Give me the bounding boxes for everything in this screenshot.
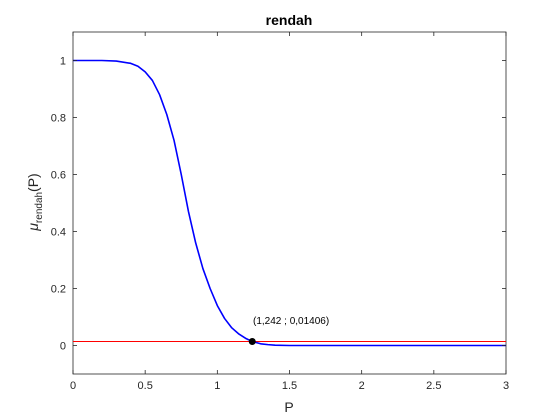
x-tick-label: 0	[70, 380, 76, 392]
x-tick-label: 1.5	[282, 380, 297, 392]
marker-annotation: (1,242 ; 0,01406)	[253, 316, 329, 327]
y-tick-label: 0.6	[51, 170, 66, 182]
series-line-0	[73, 59, 506, 347]
x-tick-label: 1	[214, 380, 220, 392]
y-tick-label: 0.4	[51, 227, 66, 239]
x-tick-label: 3	[503, 380, 509, 392]
x-tick-label: 2	[359, 380, 365, 392]
y-axis-label: μrendah(P)	[25, 173, 45, 231]
y-tick-label: 0.8	[51, 113, 66, 125]
axes-box	[72, 31, 507, 375]
y-ticks: 0 0.2 0.4 0.6 0.8 1	[51, 56, 506, 353]
x-axis-label: P	[284, 399, 293, 415]
x-tick-label: 0.5	[138, 380, 153, 392]
y-axis-label-symbol: μ	[25, 223, 41, 232]
x-ticks: 0 0.5 1 1.5 2 2.5 3	[70, 32, 509, 392]
chart-title: rendah	[266, 12, 313, 28]
y-tick-label: 0.2	[51, 284, 66, 296]
marker-point	[248, 337, 256, 345]
x-tick-label: 2.5	[426, 380, 441, 392]
y-tick-label: 0	[60, 341, 66, 353]
y-axis-label-subscript: rendah	[34, 192, 45, 223]
y-tick-label: 1	[60, 56, 66, 68]
marker-group	[248, 337, 256, 345]
plot-area: 0 0.5 1 1.5 2 2.5 3 0 0.2 0.4 0.6 0.8 1	[51, 31, 509, 392]
y-axis-label-tail: (P)	[25, 173, 41, 192]
series-group	[73, 59, 506, 347]
